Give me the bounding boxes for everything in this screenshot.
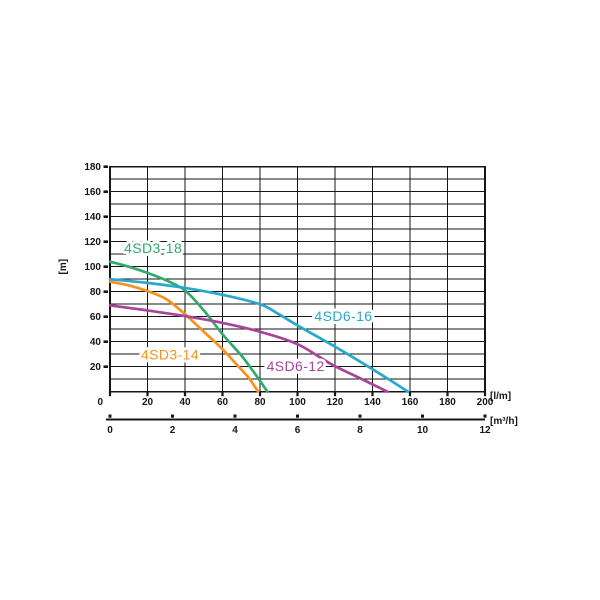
curve-label-4sd3-14: 4SD3-14 bbox=[141, 346, 199, 362]
y-axis-tick-label: 60 bbox=[90, 312, 102, 323]
x2-axis-tick bbox=[108, 414, 112, 418]
pump-curve-4sd6-16 bbox=[108, 277, 410, 394]
x2-axis-tick bbox=[233, 414, 237, 418]
x2-axis-tick-label: 8 bbox=[357, 425, 363, 436]
x2-axis-tick-label: 4 bbox=[232, 425, 238, 436]
x2-axis-unit-label: [m³/h] bbox=[490, 416, 518, 427]
x-axis-tick bbox=[483, 391, 487, 397]
y-axis-tick bbox=[103, 165, 108, 168]
x-axis-tick-label: 60 bbox=[217, 397, 229, 408]
y-axis-tick bbox=[103, 240, 108, 243]
y-axis-tick-label: 140 bbox=[84, 212, 101, 223]
x-axis-tick-label: 20 bbox=[142, 397, 154, 408]
pump-curve-4sd3-14 bbox=[108, 280, 260, 394]
x-axis: 20 40 60 80 100 120 140 160 180 200 0 [l/m] bbox=[97, 391, 511, 408]
grid bbox=[110, 166, 485, 392]
y-axis-unit-label: [m] bbox=[58, 259, 69, 275]
y-axis-tick-label: 160 bbox=[84, 187, 101, 198]
x2-axis-tick-label: 12 bbox=[479, 425, 491, 436]
curve-label-4sd6-12: 4SD6-12 bbox=[267, 358, 325, 374]
y-axis-tick bbox=[103, 190, 108, 193]
y-axis-tick bbox=[103, 365, 108, 368]
x-axis-tick bbox=[408, 391, 412, 397]
x-axis-tick bbox=[146, 391, 149, 397]
pump-curves bbox=[108, 260, 410, 394]
y-axis-tick-label: 40 bbox=[90, 337, 102, 348]
origin-tick-label: 0 bbox=[97, 397, 103, 408]
curve-labels: 4SD3-18 4SD3-14 4SD6-16 4SD6-12 bbox=[121, 237, 375, 377]
pump-curve-4sd6-12 bbox=[108, 304, 389, 394]
x-axis-tick bbox=[258, 391, 262, 397]
y-axis: 20 40 60 80 100 120 140 160 180 [m] bbox=[58, 162, 108, 373]
x-axis-tick bbox=[183, 391, 187, 397]
x2-axis: 0 2 4 6 8 10 12[m³/h] bbox=[106, 414, 518, 436]
y-axis-tick-label: 100 bbox=[84, 262, 101, 273]
x2-axis-tick bbox=[421, 414, 424, 418]
x-axis-tick-label: 160 bbox=[402, 397, 419, 408]
x2-axis-tick bbox=[358, 414, 362, 418]
x2-axis-tick-label: 10 bbox=[417, 425, 429, 436]
x-axis-tick-label: 120 bbox=[327, 397, 344, 408]
y-axis-tick-label: 120 bbox=[84, 237, 101, 248]
x-axis-tick-label: 180 bbox=[439, 397, 456, 408]
x2-axis-tick-label: 2 bbox=[170, 425, 176, 436]
x-axis-tick-label: 200 bbox=[477, 397, 494, 408]
y-axis-tick bbox=[103, 290, 108, 293]
x2-axis-tick bbox=[171, 414, 174, 418]
x-axis-tick bbox=[108, 391, 112, 397]
y-axis-tick bbox=[103, 215, 108, 218]
x-axis-tick-label: 140 bbox=[364, 397, 381, 408]
y-axis-tick bbox=[103, 265, 108, 268]
x2-axis-tick-label: 0 bbox=[107, 425, 113, 436]
pump-curve-4sd3-18 bbox=[108, 260, 269, 394]
x2-axis-tick-label: 6 bbox=[295, 425, 301, 436]
x-axis-tick bbox=[446, 391, 449, 397]
x-axis-tick-label: 100 bbox=[289, 397, 306, 408]
x2-axis-tick bbox=[296, 414, 299, 418]
curve-label-4sd6-16: 4SD6-16 bbox=[314, 308, 372, 324]
x-axis-unit-label: [l/m] bbox=[490, 391, 511, 402]
x-axis-tick bbox=[221, 391, 224, 397]
y-axis-tick bbox=[103, 340, 108, 343]
y-axis-tick-label: 180 bbox=[84, 162, 101, 173]
x-axis-tick bbox=[296, 391, 299, 397]
y-axis-tick-label: 80 bbox=[90, 287, 102, 298]
curve-label-4sd3-18: 4SD3-18 bbox=[124, 240, 182, 256]
x-axis-tick bbox=[371, 391, 374, 397]
x-axis-tick-label: 40 bbox=[179, 397, 191, 408]
x2-axis-tick bbox=[483, 414, 487, 418]
y-axis-tick bbox=[103, 315, 108, 318]
x-axis-tick bbox=[333, 391, 337, 397]
y-axis-tick-label: 20 bbox=[90, 362, 102, 373]
x-axis-tick-label: 80 bbox=[254, 397, 266, 408]
